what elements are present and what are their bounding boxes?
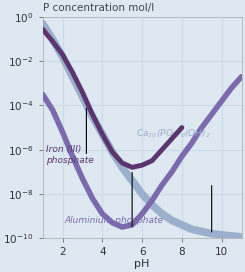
Text: Aluminium phosphate: Aluminium phosphate bbox=[64, 216, 163, 225]
Text: Iron (III)
phosphate: Iron (III) phosphate bbox=[46, 145, 93, 165]
Text: P concentration mol/l: P concentration mol/l bbox=[43, 4, 154, 14]
Text: Ca$\mathregular{_{10}}$(PO$\mathregular{_4}$)$\mathregular{_6}$(OH)$\mathregular: Ca$\mathregular{_{10}}$(PO$\mathregular{… bbox=[136, 128, 211, 140]
X-axis label: pH: pH bbox=[135, 258, 150, 268]
